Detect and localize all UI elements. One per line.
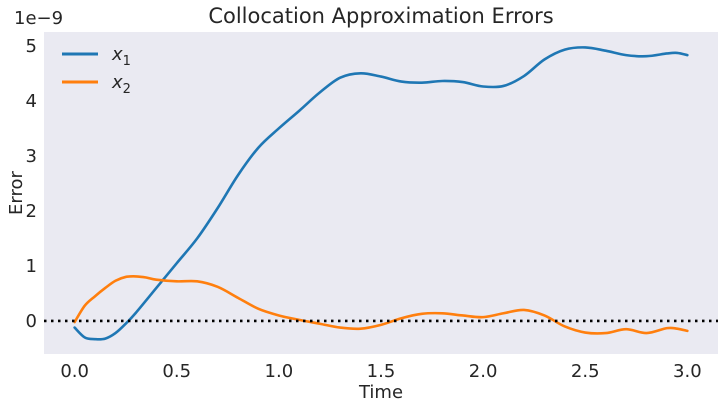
x-tick-label: 2.5 (571, 361, 600, 382)
y-tick-label: 1 (26, 256, 37, 277)
legend-label-x2-name: x (111, 72, 123, 93)
y-tick-label: 0 (26, 311, 37, 332)
plot-area (44, 32, 718, 354)
y-tick-labels: 0 1 2 3 4 5 (26, 36, 37, 332)
x-tick-label: 1.0 (265, 361, 294, 382)
x-tick-label: 0.0 (60, 361, 89, 382)
series-line-x1 (73, 46, 689, 341)
x-tick-label: 1.5 (367, 361, 396, 382)
plot-content (44, 46, 718, 341)
chart-title: Collocation Approximation Errors (208, 4, 553, 28)
y-tick-label: 4 (26, 91, 37, 112)
y-offset-label: 1e−9 (14, 8, 63, 29)
legend-label-x2-subscript: 2 (123, 82, 131, 97)
legend: x1 x2 (62, 44, 131, 97)
x-tick-label: 0.5 (162, 361, 191, 382)
x-tick-labels: 0.0 0.5 1.0 1.5 2.0 2.5 3.0 (60, 361, 701, 382)
y-axis-label: Error (6, 170, 27, 214)
x-axis-label: Time (358, 382, 403, 403)
y-tick-label: 3 (26, 146, 37, 167)
legend-label-x1: x1 (111, 44, 131, 69)
legend-label-x2: x2 (111, 72, 131, 97)
x-tick-label: 2.0 (469, 361, 498, 382)
legend-label-x1-subscript: 1 (123, 54, 131, 69)
y-tick-label: 2 (26, 201, 37, 222)
x-tick-label: 3.0 (673, 361, 702, 382)
legend-label-x1-name: x (111, 44, 123, 65)
series-line-x2 (73, 275, 689, 335)
y-tick-label: 5 (26, 36, 37, 57)
